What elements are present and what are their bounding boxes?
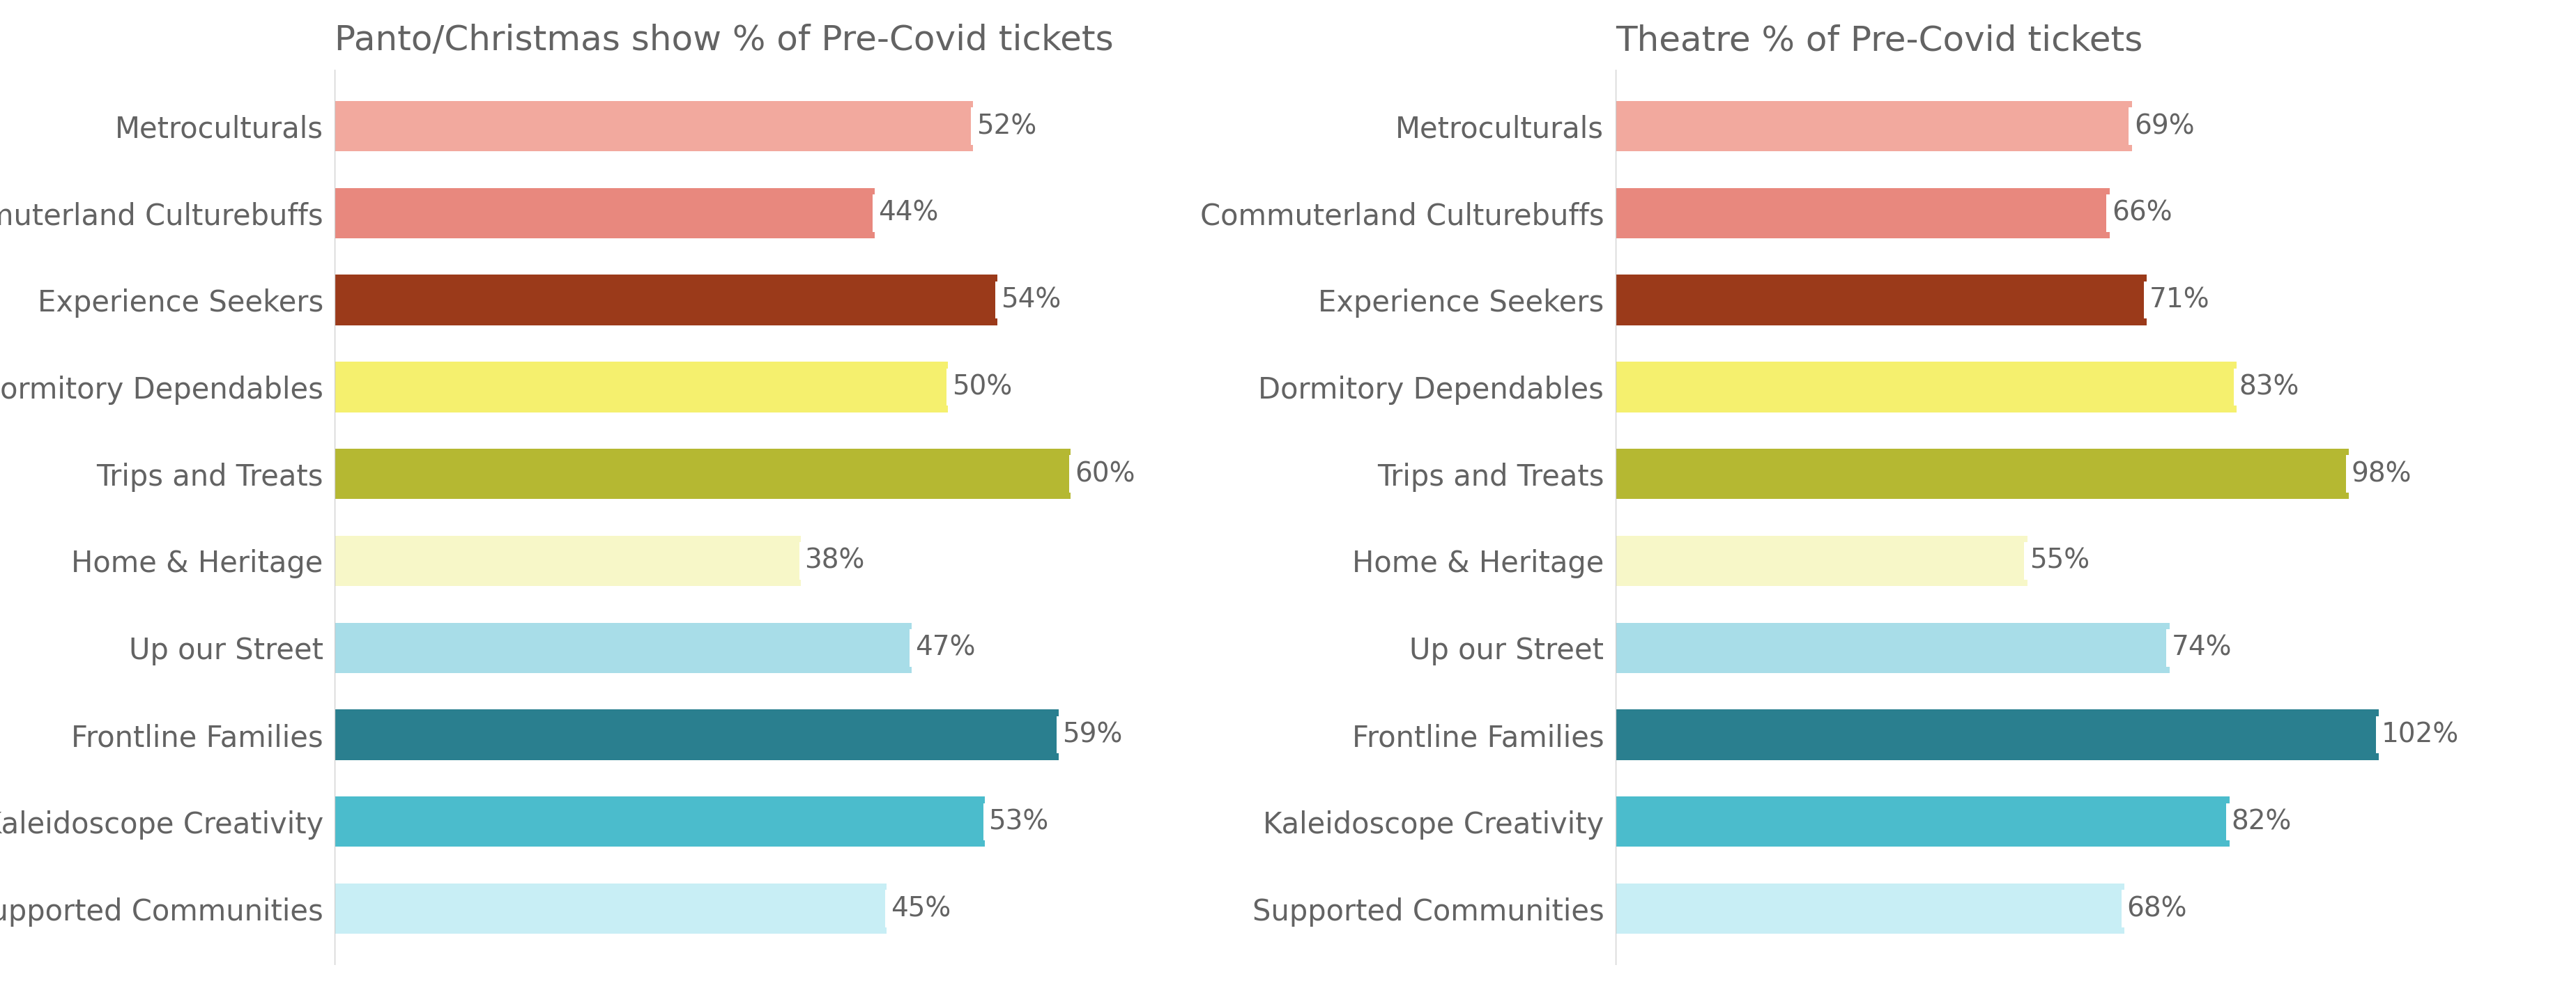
Text: 82%: 82%: [2231, 809, 2293, 835]
Text: 52%: 52%: [976, 112, 1036, 139]
Bar: [335, 796, 984, 847]
Bar: [1615, 623, 2169, 673]
Bar: [335, 362, 948, 412]
Text: 71%: 71%: [2148, 287, 2210, 313]
Bar: [1615, 535, 2027, 586]
Text: 98%: 98%: [2352, 461, 2411, 488]
Text: Panto/Christmas show % of Pre-Covid tickets: Panto/Christmas show % of Pre-Covid tick…: [335, 24, 1113, 58]
Text: 45%: 45%: [891, 896, 951, 922]
Bar: [1615, 275, 2146, 325]
Text: 53%: 53%: [989, 809, 1048, 835]
Bar: [1615, 796, 2228, 847]
Bar: [1615, 449, 2349, 499]
Text: 50%: 50%: [953, 374, 1012, 400]
Text: 47%: 47%: [914, 635, 976, 661]
Bar: [335, 623, 912, 673]
Text: Theatre % of Pre-Covid tickets: Theatre % of Pre-Covid tickets: [1615, 24, 2143, 58]
Text: 60%: 60%: [1074, 461, 1136, 488]
Bar: [1615, 709, 2380, 760]
Text: 59%: 59%: [1061, 721, 1123, 748]
Bar: [335, 709, 1059, 760]
Bar: [1615, 362, 2236, 412]
Bar: [335, 535, 801, 586]
Text: 66%: 66%: [2112, 200, 2172, 226]
Bar: [1615, 188, 2110, 239]
Text: 55%: 55%: [2030, 547, 2089, 574]
Bar: [335, 275, 997, 325]
Text: 83%: 83%: [2239, 374, 2300, 400]
Bar: [1615, 884, 2125, 934]
Text: 102%: 102%: [2380, 721, 2458, 748]
Bar: [335, 100, 974, 151]
Text: 69%: 69%: [2133, 112, 2195, 139]
Text: 68%: 68%: [2128, 896, 2187, 922]
Bar: [1615, 100, 2133, 151]
Text: 44%: 44%: [878, 200, 938, 226]
Bar: [335, 884, 886, 934]
Bar: [335, 188, 876, 239]
Text: 74%: 74%: [2172, 635, 2231, 661]
Bar: [335, 449, 1072, 499]
Text: 54%: 54%: [1002, 287, 1061, 313]
Text: 38%: 38%: [804, 547, 866, 574]
